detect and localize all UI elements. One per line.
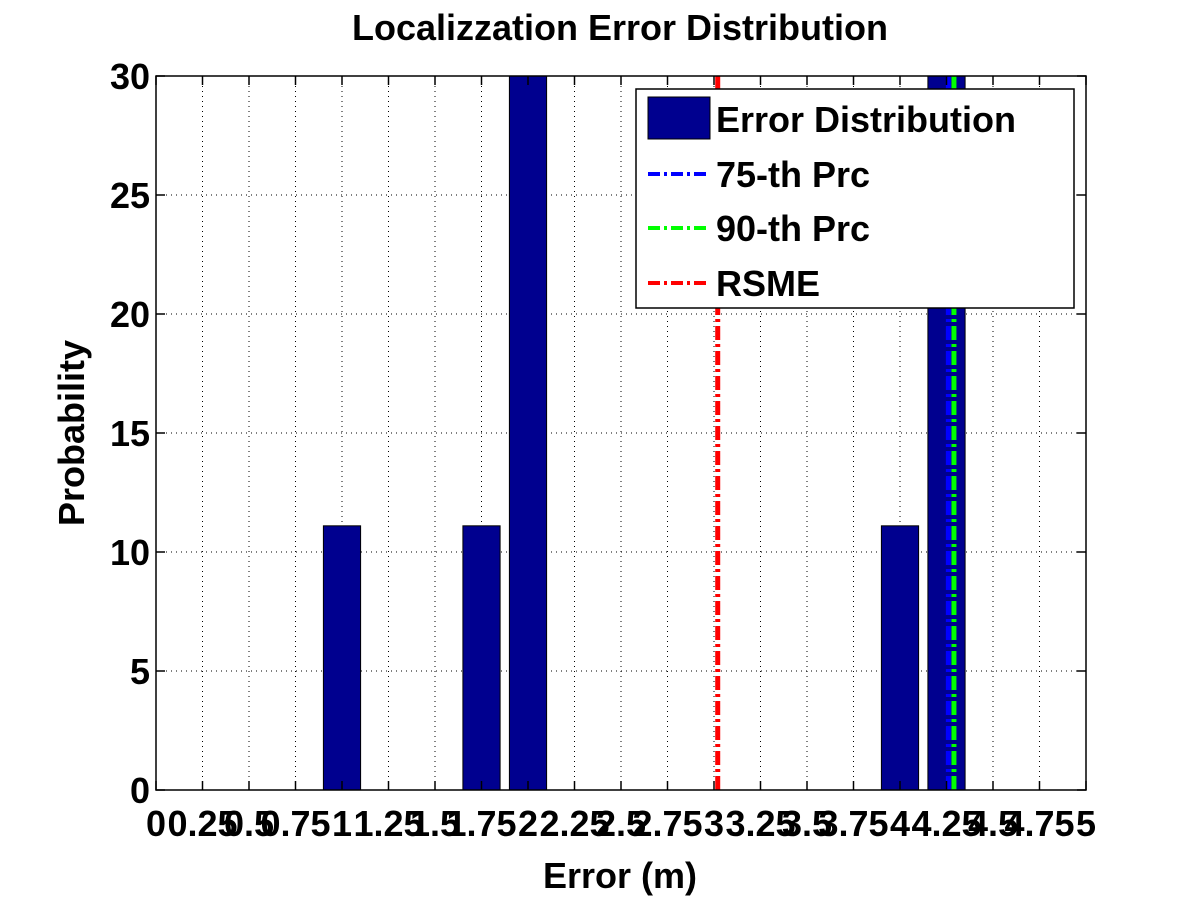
x-tick-label: 2.25: [539, 803, 609, 844]
x-tick-label: 3: [704, 803, 724, 844]
y-tick-label: 20: [110, 294, 150, 335]
legend-label-75th: 75-th Prc: [716, 154, 870, 195]
x-tick-label: 4.75: [1004, 803, 1074, 844]
x-tick-label: 1.5: [410, 803, 460, 844]
y-tick-labels: 0 5 10 15 20 25 30: [110, 56, 150, 811]
x-tick-labels: 0 0.250.50.75 1 1.251.51.75 2 2.252.52.75 3 3.2…: [146, 803, 1096, 844]
x-tick-label: 4: [890, 803, 910, 844]
x-tick-label: 3.75: [818, 803, 888, 844]
x-tick-label: 2.5: [596, 803, 646, 844]
x-tick-label: 1.75: [446, 803, 516, 844]
legend-swatch-bars: [647, 96, 711, 140]
x-tick-label: 4.25: [911, 803, 981, 844]
ticks: [155, 75, 1087, 791]
x-tick-label: 0: [146, 803, 166, 844]
x-tick-label: 1: [332, 803, 352, 844]
bar: [508, 75, 548, 791]
y-tick-label: 15: [110, 413, 150, 454]
legend-label-bars: Error Distribution: [716, 99, 1016, 140]
x-tick-label: 2.75: [632, 803, 702, 844]
y-tick-label: 10: [110, 532, 150, 573]
x-tick-label: 0.5: [224, 803, 274, 844]
x-tick-label: 3.5: [782, 803, 832, 844]
y-tick-label: 25: [110, 175, 150, 216]
x-tick-label: 3.25: [725, 803, 795, 844]
bar: [462, 525, 501, 791]
legend: Error Distribution 75-th Prc 90-th Prc R…: [635, 88, 1075, 309]
y-axis-label: Probability: [51, 340, 92, 526]
x-tick-label: 1.25: [353, 803, 423, 844]
y-tick-label: 30: [110, 56, 150, 97]
bar: [880, 525, 920, 791]
y-tick-label: 5: [130, 651, 150, 692]
legend-label-90th: 90-th Prc: [716, 208, 870, 249]
x-axis-label: Error (m): [543, 855, 697, 896]
bar: [322, 525, 362, 791]
x-tick-label: 4.5: [968, 803, 1018, 844]
x-tick-label: 2: [518, 803, 538, 844]
chart-title: Localizzation Error Distribution: [352, 7, 888, 48]
x-tick-label: 0.25: [167, 803, 237, 844]
x-tick-label: 5: [1076, 803, 1096, 844]
y-tick-label: 0: [130, 770, 150, 811]
x-tick-label: 0.75: [260, 803, 330, 844]
legend-label-rsme: RSME: [716, 263, 820, 304]
